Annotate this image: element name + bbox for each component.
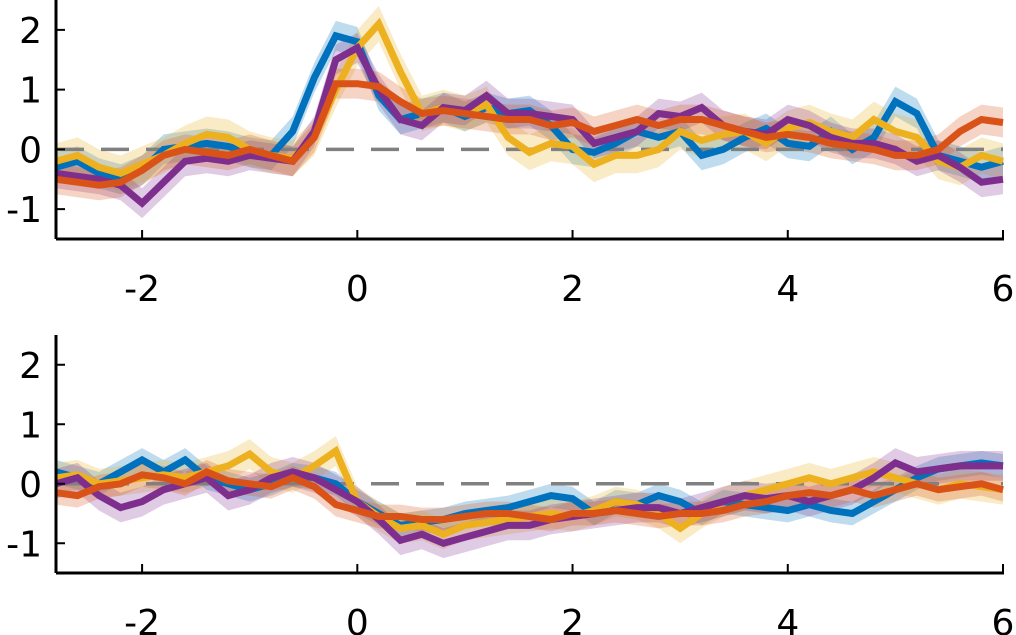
x-tick-label: 0 (346, 603, 369, 635)
y-tick-label: 2 (19, 346, 42, 387)
y-tick-label: -1 (6, 524, 42, 565)
x-tick-label: 2 (561, 269, 584, 310)
x-tick-label: 6 (992, 603, 1015, 635)
y-tick-label: 2 (19, 11, 42, 52)
bottom-panel: -2 0 2 4 6 -1 0 1 2 (6, 335, 1014, 635)
y-tick-label: 1 (19, 405, 42, 446)
y-tick-label: -1 (6, 190, 42, 231)
series-line-2 (55, 17, 1004, 177)
series-line-4 (55, 80, 1004, 189)
x-tick-label: 0 (346, 269, 369, 310)
x-tick-label: 4 (776, 269, 799, 310)
series-line-4 (55, 468, 1004, 524)
series-band-4 (56, 68, 1003, 201)
x-tick-label: 4 (776, 603, 799, 635)
top-panel: -2 0 2 4 6 -1 0 1 2 (6, 0, 1014, 310)
series-line-3 (55, 42, 1004, 208)
series-band-3 (56, 32, 1003, 219)
x-tick-label: -2 (124, 603, 160, 635)
x-tick-label: -2 (124, 269, 160, 310)
y-tick-label: 0 (19, 130, 42, 171)
series-band-2 (56, 436, 1003, 550)
x-tick-label: 6 (992, 269, 1015, 310)
y-tick-label: 1 (19, 71, 42, 112)
x-tick-label: 2 (561, 603, 584, 635)
y-tick-label: 0 (19, 465, 42, 506)
